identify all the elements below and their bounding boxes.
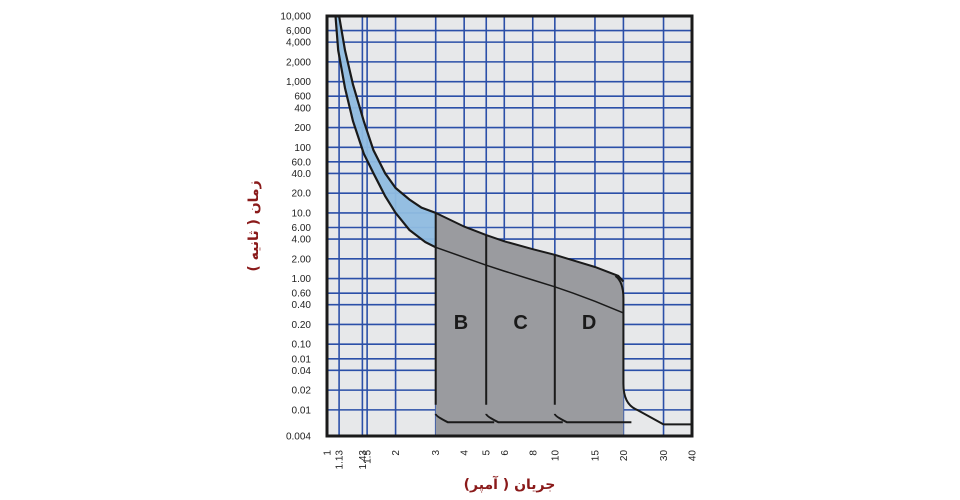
trip-curves xyxy=(334,15,692,426)
y-tick-label: 6,000 xyxy=(286,26,311,37)
zone-b-bottom xyxy=(434,413,495,424)
x-tick-label: 10 xyxy=(550,450,561,462)
x-tick-label: 3 xyxy=(431,450,442,456)
x-tick-label: 6 xyxy=(500,450,511,456)
thermal-lower-curve xyxy=(334,15,437,249)
y-tick-label: 0.60 xyxy=(292,289,312,300)
plot-frame xyxy=(325,14,694,438)
thermal-band xyxy=(335,16,436,248)
y-tick-label: 200 xyxy=(294,123,311,134)
thermal-upper-curve xyxy=(338,15,437,214)
zone-labels: B C D xyxy=(454,312,597,334)
zone-label-d: D xyxy=(582,312,596,334)
x-tick-label: 40 xyxy=(688,450,699,462)
y-tick-label: 2,000 xyxy=(286,57,311,68)
y-tick-label: 10,000 xyxy=(280,12,311,23)
y-tick-label: 600 xyxy=(294,92,311,103)
y-tick-label: 100 xyxy=(294,143,311,154)
x-tick-label: 1 xyxy=(323,450,334,456)
y-tick-label: 4.00 xyxy=(292,235,312,246)
x-tick-label: 8 xyxy=(528,450,539,456)
x-tick-label: 20 xyxy=(619,450,630,462)
zone-label-c: C xyxy=(513,312,527,334)
x-tick-label: 4 xyxy=(460,450,471,456)
zone-d-upper-curve xyxy=(554,253,625,283)
y-tick-label: 0.004 xyxy=(286,432,311,443)
y-tick-label: 400 xyxy=(294,103,311,114)
y-tick-labels: 0.0040.010.020.040.010.100.200.400.601.0… xyxy=(280,12,311,443)
x-tick-label: 15 xyxy=(591,450,602,462)
y-tick-label: 1.00 xyxy=(292,274,312,285)
zone-label-b: B xyxy=(454,312,468,334)
y-tick-label: 0.10 xyxy=(292,340,312,351)
x-tick-label: 5 xyxy=(482,450,493,456)
y-tick-label: 0.01 xyxy=(292,405,312,416)
zone-b-lower-curve xyxy=(435,246,487,266)
y-tick-label: 0.04 xyxy=(292,366,312,377)
x-tick-label: 1.13 xyxy=(335,450,346,470)
y-tick-label: 40.0 xyxy=(292,169,312,180)
y-tick-label: 10.0 xyxy=(292,208,312,219)
y-tick-label: 60.0 xyxy=(292,157,312,168)
zone-d-bottom xyxy=(553,413,632,424)
zone-c-upper-curve xyxy=(485,234,556,256)
y-tick-label: 0.40 xyxy=(292,300,312,311)
y-tick-label: 0.20 xyxy=(292,320,312,331)
y-tick-label: 20.0 xyxy=(292,189,312,200)
x-tick-label: 1.5 xyxy=(363,450,374,464)
y-axis-title: زمان ( ثانیه ) xyxy=(246,180,262,271)
x-tick-labels: 1 1.13 1.431.5 2 3 4 5 6 8 10 15 20 30 40 xyxy=(323,450,699,470)
y-tick-label: 4,000 xyxy=(286,38,311,49)
x-tick-label: 2 xyxy=(391,450,402,456)
y-tick-label: 1,000 xyxy=(286,77,311,88)
x-tick-label: 30 xyxy=(659,450,670,462)
y-tick-label: 6.00 xyxy=(292,223,312,234)
zone-b-upper-curve xyxy=(435,211,487,237)
trip-areas xyxy=(335,16,624,436)
y-tick-label: 2.00 xyxy=(292,254,312,265)
zone-c-lower-curve xyxy=(485,264,556,288)
y-tick-label: 0.01 xyxy=(292,354,312,365)
x-axis-title: جریان ( آمپر) xyxy=(464,475,556,493)
zone-d-right-edge xyxy=(614,275,692,426)
zone-d-lower-curve xyxy=(554,286,624,314)
y-tick-label: 0.02 xyxy=(292,386,312,397)
x-tick-label: 1.43 xyxy=(358,450,369,470)
zone-c-bottom xyxy=(485,413,563,424)
trip-zone-fill xyxy=(435,212,624,436)
